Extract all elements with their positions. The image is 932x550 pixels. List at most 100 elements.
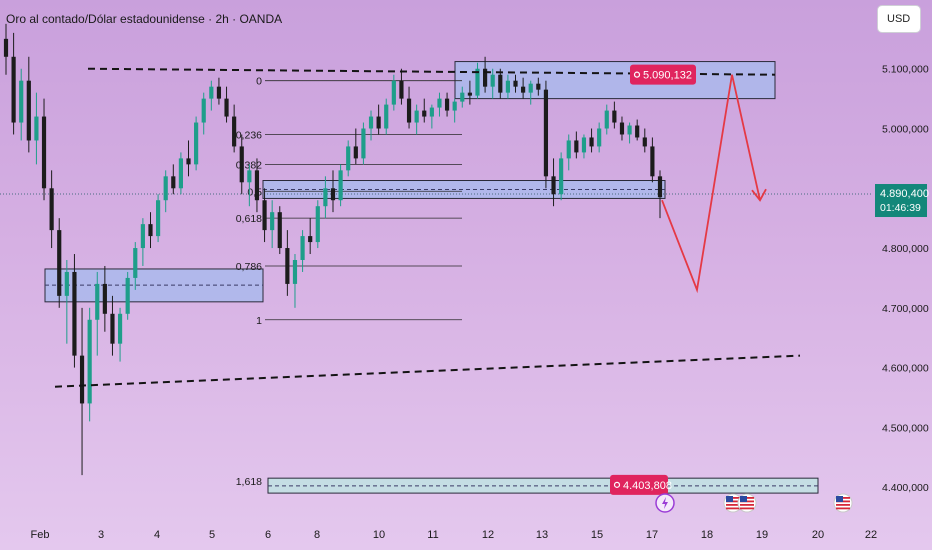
currency-button[interactable]: USD	[877, 5, 921, 33]
candle-body	[589, 137, 594, 147]
candle-body	[521, 86, 526, 93]
y-axis-tick-label: 4.700,000	[882, 303, 929, 315]
y-axis-tick-label: 5.100,000	[882, 64, 929, 76]
x-axis-tick-label: 18	[701, 529, 713, 541]
candle-body	[437, 98, 442, 108]
projection-arrowhead	[751, 188, 767, 202]
candle-body	[79, 355, 85, 404]
candle-body	[505, 80, 510, 93]
lightning-glyph	[662, 497, 668, 509]
price-annotation-text: 4.403,808	[623, 480, 672, 492]
zone-mid_zone	[262, 180, 666, 199]
candle-body	[270, 212, 275, 231]
candle-body	[581, 137, 587, 153]
candle-body	[26, 80, 31, 141]
x-axis-tick-label: 3	[98, 529, 104, 541]
bar-countdown: 01:46:39	[880, 202, 921, 214]
candle-body	[498, 74, 503, 93]
candle-body	[475, 68, 480, 96]
candle-body	[41, 116, 47, 189]
candle-body	[642, 137, 647, 147]
candle-body	[330, 188, 336, 201]
candle-body	[422, 110, 427, 117]
y-axis-tick-label: 5.000,000	[882, 124, 929, 136]
candle-body	[3, 38, 9, 57]
candle-body	[186, 158, 191, 165]
candle-body	[125, 277, 130, 314]
candle-body	[72, 271, 77, 356]
x-axis-tick-label: 20	[812, 529, 824, 541]
flag-stripe	[836, 507, 850, 510]
candle-body	[619, 122, 625, 135]
candle-body	[597, 128, 602, 147]
candle-body	[513, 80, 518, 87]
candle-body	[399, 80, 404, 99]
price-annotation-box	[630, 64, 696, 85]
candle-body	[34, 116, 39, 141]
candle-body	[209, 86, 214, 99]
y-axis-tick-label: 4.600,000	[882, 363, 929, 375]
resistance-dashed-line	[87, 67, 776, 76]
x-axis-tick-label: 10	[373, 529, 385, 541]
x-axis-tick-label: 4	[154, 529, 160, 541]
x-axis-tick-label: 11	[427, 529, 438, 541]
candle-body	[574, 140, 579, 153]
candle-body	[323, 188, 328, 207]
x-axis-tick-label: 8	[314, 529, 320, 541]
candle-body	[201, 98, 206, 123]
flag-canton	[726, 496, 733, 502]
projection-path	[661, 74, 761, 294]
x-axis-tick-label: 22	[865, 529, 877, 541]
candle-body	[452, 101, 457, 111]
price-annotation-text: 5.090,132	[643, 70, 692, 82]
candle-body	[346, 146, 351, 171]
candle-body	[300, 236, 305, 260]
candle-body	[483, 68, 488, 87]
x-axis-tick-label: 12	[482, 529, 494, 541]
candle-body	[224, 98, 229, 117]
flag-stripe	[740, 507, 754, 510]
candle-body	[353, 146, 358, 159]
flag-stripe	[836, 504, 850, 506]
fib-level-label: 1,618	[236, 476, 262, 488]
fib-level-label: 0	[256, 76, 262, 88]
candle-body	[285, 248, 290, 284]
candle-body	[406, 98, 412, 123]
candle-body	[254, 170, 260, 201]
candle-body	[460, 92, 465, 102]
candle-body	[11, 56, 16, 123]
candle-body	[528, 83, 533, 93]
candle-body	[133, 248, 138, 278]
candle-body	[178, 158, 183, 189]
y-axis-tick-label: 4.800,000	[882, 243, 929, 255]
candle-body	[384, 104, 389, 129]
candle-body	[444, 98, 450, 111]
fib-level-label: 0,786	[236, 261, 262, 273]
candle-body	[117, 313, 123, 344]
fib-level-label: 0,618	[236, 213, 262, 225]
price-annotation-dot	[633, 71, 641, 78]
candle-body	[543, 89, 549, 177]
current-price-value: 4.890,400	[880, 188, 929, 200]
candle-body	[612, 110, 617, 123]
candle-body	[657, 176, 663, 198]
candle-body	[429, 107, 434, 117]
x-axis-tick-label: 13	[536, 529, 548, 541]
candle-body	[194, 122, 199, 165]
candle-body	[361, 128, 366, 159]
candle-body	[148, 224, 153, 237]
flag-stripe	[726, 504, 740, 506]
candle-body	[232, 116, 237, 147]
x-axis-tick-label: 6	[265, 529, 271, 541]
x-axis-tick-label: 19	[756, 529, 768, 541]
flag-canton	[740, 496, 747, 502]
candle-body	[338, 170, 343, 201]
candle-body	[277, 212, 282, 249]
zone-upper_supply	[454, 61, 776, 100]
trendline-dashed-line	[54, 354, 801, 388]
candle-body	[262, 200, 267, 231]
x-axis-tick-label: 15	[591, 529, 603, 541]
candle-body	[102, 283, 107, 314]
y-axis-tick-label: 4.500,000	[882, 422, 929, 434]
